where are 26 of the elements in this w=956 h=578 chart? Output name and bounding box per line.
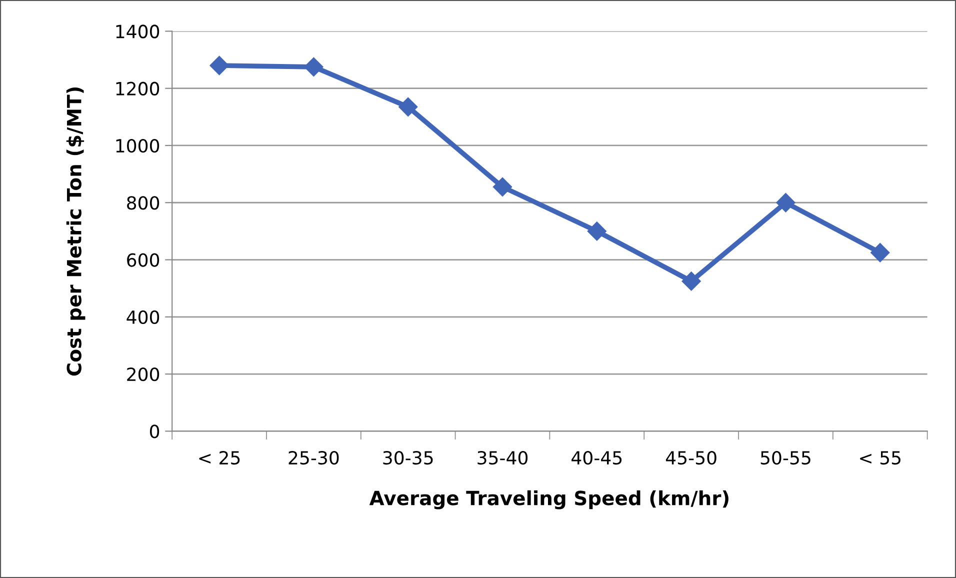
x-tick-label: 30-35 [383,450,433,465]
y-tick-label: 0 [150,424,160,438]
y-tick-label: 1200 [116,82,160,96]
x-tick-label: 35-40 [478,450,528,465]
x-tick-label: 40-45 [572,450,622,465]
y-tick-label: 1000 [116,138,160,153]
y-tick-label: 200 [127,368,160,382]
y-tick-label: 400 [126,310,160,324]
point [398,97,418,116]
point [210,56,229,76]
x-tick-label: < 55 [860,451,900,465]
y-tick-label: 1400 [116,24,160,38]
point [492,177,512,196]
x-tick-label: 45-50 [666,450,716,465]
y-axis-title: Cost per Metric Ton ($/MT) [66,87,86,376]
x-tick-label: < 25 [199,450,240,465]
point [304,57,324,76]
point [776,193,796,212]
x-axis-title: Average Traveling Speed (km/hr) [369,490,728,510]
point [682,272,701,291]
point [870,243,890,262]
y-tick-label: 600 [127,253,160,267]
point [587,222,606,241]
x-tick-label: 50-55 [760,450,810,465]
y-tick-label: 800 [127,196,160,210]
x-tick-label: 25-30 [288,450,339,465]
